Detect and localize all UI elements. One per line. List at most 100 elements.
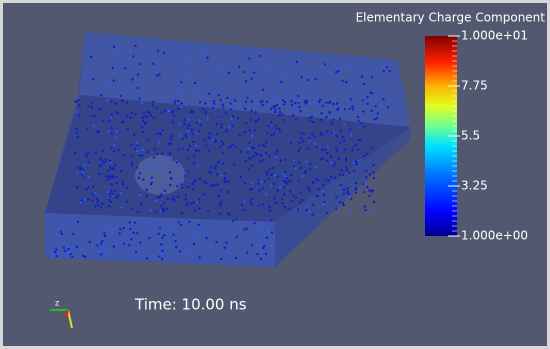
particle [157,233,159,235]
particle [139,172,141,174]
particle [337,68,339,70]
particle [126,115,128,117]
particle [251,78,253,80]
particle [343,123,345,125]
particle [107,80,109,82]
particle [339,142,341,144]
particle [349,210,351,212]
particle [122,184,124,186]
particle [328,102,330,104]
particle [336,150,338,152]
particle [221,140,223,142]
particle [346,187,348,189]
particle [178,108,180,110]
particle [218,195,220,197]
particle [260,181,262,183]
particle [196,201,198,203]
particle [122,65,124,67]
particle [199,124,201,126]
particle [243,71,245,73]
particle [270,184,272,186]
particle [252,155,254,157]
particle [322,184,324,186]
particle [120,192,122,194]
particle [287,180,289,182]
particle [245,122,247,124]
particle [172,196,174,198]
particle [300,137,302,139]
box-front [45,213,275,267]
particle [115,102,117,104]
particle [363,191,365,193]
particle [91,102,93,104]
particle [251,244,253,246]
particle [60,231,62,233]
particle [162,129,164,131]
particle [112,176,114,178]
particle [232,125,234,127]
particle [383,70,385,72]
particle [120,170,122,172]
particle [266,132,268,134]
particle [156,75,158,77]
particle [262,144,264,146]
particle [225,180,227,182]
particle [247,151,249,153]
particle [281,198,283,200]
particle [100,253,102,255]
particle [96,198,98,200]
particle [260,154,262,156]
particle [134,221,136,223]
particle [131,162,133,164]
particle [130,49,132,51]
particle [212,107,214,109]
particle [270,134,272,136]
particle [262,159,264,161]
particle [220,124,222,126]
particle [111,132,113,134]
particle [189,111,191,113]
particle [127,128,129,130]
particle [198,208,200,210]
particle [338,158,340,160]
particle [360,122,362,124]
particle [81,199,83,201]
particle [372,171,374,173]
particle [91,106,93,108]
particle [315,166,317,168]
particle [116,182,118,184]
particle [297,95,299,97]
particle [311,133,313,135]
particle [302,140,304,142]
particle [185,72,187,74]
particle [159,132,161,134]
particle [339,201,341,203]
particle [260,258,262,260]
particle [254,129,256,131]
particle [349,128,351,130]
particle [98,173,100,175]
particle [300,167,302,169]
particle [100,206,102,208]
particle [275,128,277,130]
particle [371,210,373,212]
particle [246,228,248,230]
particle [344,108,346,110]
particle [76,246,78,248]
particle [77,221,79,223]
particle [207,117,209,119]
particle [82,172,84,174]
particle [185,135,187,137]
particle [198,198,200,200]
particle [239,134,241,136]
particle [357,120,359,122]
particle [268,178,270,180]
particle [223,172,225,174]
particle [226,97,228,99]
particle [270,108,272,110]
particle [107,169,109,171]
particle [325,179,327,181]
particle [228,72,230,74]
particle [309,117,311,119]
particle [335,147,337,149]
